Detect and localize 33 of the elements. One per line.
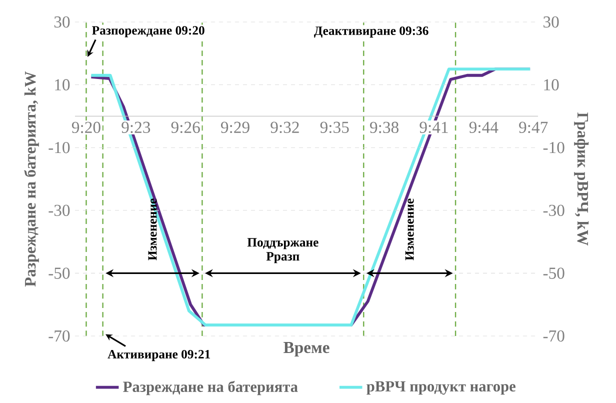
legend-label: рВРЧ продукт нагоре (366, 381, 516, 395)
y-tick-label: 30 (54, 16, 70, 28)
legend-label: Разреждане на батерията (123, 380, 298, 396)
annotation: Разпореждане 09:20 (92, 26, 204, 38)
y-tick-label: -30 (48, 204, 70, 216)
y2-tick-label: -50 (543, 268, 564, 279)
x-tick-label: 9:29 (220, 122, 250, 134)
x-tick-label: 9:47 (519, 122, 548, 134)
y-tick-label: 10 (55, 79, 70, 90)
y2-tick-label: -70 (543, 330, 564, 342)
x-axis-title: Време (284, 342, 330, 357)
y2-axis-title: График рВРЧ, kW (574, 112, 589, 246)
x-tick-label: 9:23 (122, 122, 150, 134)
x-tick-label: 9:32 (270, 122, 299, 134)
y2-tick-label: 30 (544, 16, 559, 28)
annotation: Деактивиране 09:36 (314, 26, 428, 38)
y-tick-label: -70 (48, 330, 70, 342)
y2-tick-label: -30 (543, 204, 564, 216)
annotation: Изменение (148, 198, 157, 260)
annotation: Изменение (405, 198, 414, 260)
annotation: Поддържане Рразп (247, 238, 318, 264)
y-axis-title: Разреждане на батерията, kW (24, 71, 39, 287)
x-tick-label: 9:26 (171, 122, 200, 134)
x-tick-label: 9:38 (370, 122, 398, 134)
x-tick-label: 9:44 (469, 122, 498, 134)
x-tick-label: 9:20 (72, 122, 100, 134)
y2-tick-label: -10 (543, 142, 564, 154)
x-tick-label: 9:41 (420, 122, 448, 134)
y2-tick-label: 10 (544, 79, 559, 90)
annotation: Активиране 09:21 (108, 350, 210, 362)
x-tick-label: 9:35 (320, 122, 349, 134)
y-tick-label: -50 (48, 268, 70, 279)
y-tick-label: -10 (48, 142, 70, 154)
